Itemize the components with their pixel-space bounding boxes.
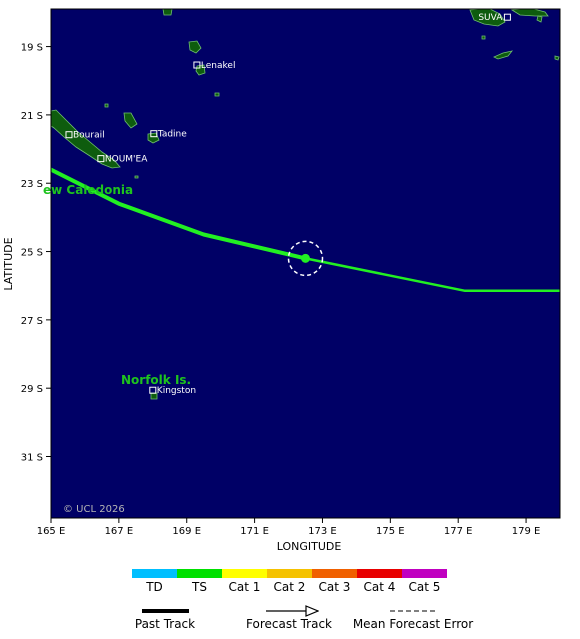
land-fiji-islet-1 — [536, 15, 543, 23]
city-marker-icon — [150, 130, 158, 138]
place-kingston: Kingston — [149, 386, 196, 396]
city-marker-icon — [65, 131, 73, 139]
land-fiji-viti-levu — [469, 9, 506, 27]
legend-swatch-cat-4 — [357, 569, 402, 578]
land-fiji-islet-2 — [554, 55, 560, 61]
land-tanna — [195, 64, 206, 76]
track-legend: Past Track Forecast Track Mean Forecast … — [135, 611, 473, 631]
x-axis-ticks: 165 E 167 E 169 E 171 E 173 E 175 E 177 E 179 E — [37, 518, 541, 537]
legend-category-label: TD — [145, 580, 163, 594]
place-labels: PORT VILA Nadi SUVA Lenakel Tadine Bourail NOU… — [65, 0, 511, 396]
copyright-text: © UCL 2026 — [63, 504, 125, 515]
forecast-track-line — [305, 257, 560, 293]
land-efate — [162, 9, 173, 16]
mean-forecast-error-circle — [287, 240, 324, 277]
past-track-line — [51, 167, 308, 261]
legend-swatch-cat-5 — [402, 569, 447, 578]
land-grande-terre — [51, 109, 121, 169]
region-label-norfolk: Norfolk Is. — [121, 373, 191, 387]
place-label: NOUM'EA — [105, 155, 148, 165]
y-tick-label: 27 S — [21, 316, 43, 327]
land-fiji-kadavu — [493, 50, 514, 60]
legend-category-label: Cat 4 — [364, 580, 396, 594]
ocean-background — [51, 9, 560, 518]
category-legend: TD TS Cat 1 Cat 2 Cat 3 Cat 4 Cat 5 — [132, 569, 447, 594]
legend-category-label: Cat 3 — [319, 580, 351, 594]
region-label-new-caledonia: ew Caledonia — [43, 183, 133, 197]
city-marker-icon — [193, 61, 201, 69]
legend-swatch-cat-2 — [267, 569, 312, 578]
legend-swatch-cat-3 — [312, 569, 357, 578]
city-marker-icon — [97, 155, 105, 163]
city-marker-icon — [159, 0, 167, 8]
land-fiji-islet-3 — [481, 35, 486, 40]
place-label: Tadine — [157, 130, 187, 140]
y-tick-label: 25 S — [21, 248, 43, 259]
place-label: Nadi — [477, 1, 497, 11]
land-fiji-vanua-levu — [510, 9, 549, 17]
place-bourail: Bourail — [65, 131, 105, 141]
city-marker-icon — [503, 13, 511, 21]
place-label: Bourail — [73, 131, 105, 141]
legend-category-label: Cat 2 — [274, 580, 306, 594]
y-tick-label: 31 S — [21, 453, 43, 464]
x-tick-label: 175 E — [376, 526, 405, 537]
land-aneityum — [214, 92, 220, 97]
place-label: Kingston — [157, 386, 196, 396]
land-ouvea — [123, 112, 138, 129]
y-tick-label: 23 S — [21, 179, 43, 190]
land-islet-2 — [134, 175, 139, 179]
legend-category-label: Cat 1 — [229, 580, 261, 594]
place-label: PORT VILA — [167, 0, 215, 10]
place-suva: SUVA — [478, 13, 511, 23]
y-tick-label: 21 S — [21, 111, 43, 122]
y-axis-ticks: 19 S 21 S 23 S 25 S 27 S 29 S 31 S — [21, 43, 51, 464]
legend-swatch-td — [132, 569, 177, 578]
y-axis-title: LATITUDE — [2, 237, 15, 290]
land-erromango — [188, 40, 202, 54]
city-marker-icon — [469, 1, 477, 9]
x-tick-label: 171 E — [240, 526, 269, 537]
place-nadi: Nadi — [469, 1, 498, 11]
place-tadine: Tadine — [150, 130, 187, 140]
place-lenakel: Lenakel — [193, 61, 236, 71]
y-tick-label: 29 S — [21, 384, 43, 395]
x-tick-label: 169 E — [172, 526, 201, 537]
place-label: Lenakel — [201, 61, 236, 71]
current-storm-position — [301, 253, 310, 263]
x-tick-label: 167 E — [105, 526, 134, 537]
legend-category-label: Cat 5 — [409, 580, 441, 594]
legend-swatch-ts — [177, 569, 222, 578]
x-axis-title: LONGITUDE — [277, 540, 342, 553]
y-tick-label: 19 S — [21, 43, 43, 54]
x-tick-label: 179 E — [512, 526, 541, 537]
place-label: SUVA — [478, 13, 503, 23]
land-islet-1 — [104, 103, 109, 108]
city-marker-icon — [149, 386, 157, 394]
x-tick-label: 173 E — [308, 526, 337, 537]
place-noum-ea: NOUM'EA — [97, 155, 148, 165]
past-track-label: Past Track — [135, 617, 195, 631]
x-tick-label: 165 E — [37, 526, 66, 537]
plot-frame — [50, 8, 561, 519]
x-tick-label: 177 E — [444, 526, 473, 537]
legend-swatch-cat-1 — [222, 569, 267, 578]
legend-category-label: TS — [191, 580, 207, 594]
landmasses — [51, 9, 560, 400]
forecast-track-label: Forecast Track — [246, 617, 332, 631]
place-port-vila: PORT VILA — [159, 0, 215, 10]
mean-forecast-error-label: Mean Forecast Error — [353, 617, 473, 631]
